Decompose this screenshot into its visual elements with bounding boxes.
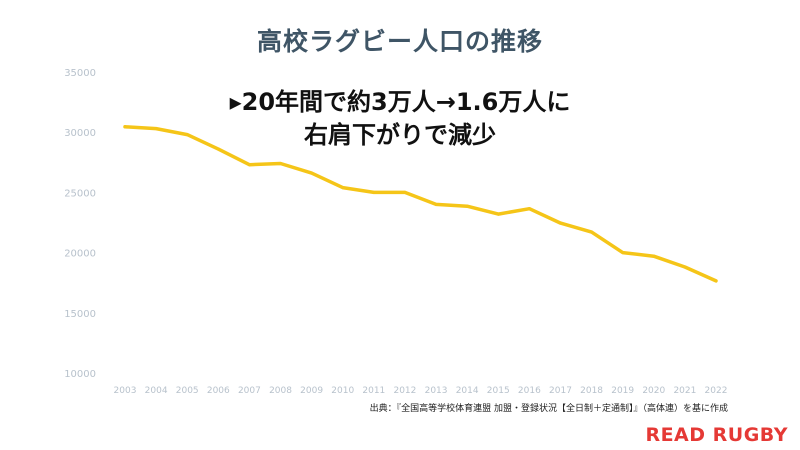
x-tick-label: 2014 xyxy=(456,386,479,396)
y-tick-label: 20000 xyxy=(64,249,96,260)
x-tick-label: 2020 xyxy=(642,386,665,396)
data-point xyxy=(216,147,220,151)
data-point xyxy=(185,133,189,137)
data-point xyxy=(123,125,127,129)
data-point xyxy=(558,221,562,225)
series-line xyxy=(123,125,718,283)
x-tick-label: 2003 xyxy=(114,386,137,396)
data-point xyxy=(247,163,251,167)
x-tick-label: 2006 xyxy=(207,386,230,396)
data-point xyxy=(621,251,625,255)
data-point xyxy=(590,230,594,234)
x-tick-label: 2021 xyxy=(673,386,696,396)
data-point xyxy=(310,171,314,175)
x-tick-label: 2016 xyxy=(518,386,541,396)
data-point xyxy=(683,265,687,269)
data-point xyxy=(465,204,469,208)
x-tick-label: 2012 xyxy=(393,386,416,396)
x-tick-label: 2013 xyxy=(425,386,448,396)
y-tick-label: 30000 xyxy=(64,128,96,139)
y-tick-label: 25000 xyxy=(64,188,96,199)
data-point xyxy=(434,202,438,206)
x-tick-label: 2007 xyxy=(238,386,261,396)
annotation-line-2: 右肩下がりで減少 xyxy=(304,121,496,149)
data-point xyxy=(341,186,345,190)
y-tick-label: 15000 xyxy=(64,309,96,320)
y-tick-label: 10000 xyxy=(64,369,96,380)
y-tick-label: 35000 xyxy=(64,68,96,79)
data-point xyxy=(372,190,376,194)
x-tick-label: 2017 xyxy=(549,386,572,396)
x-tick-label: 2018 xyxy=(580,386,603,396)
data-point xyxy=(154,127,158,131)
annotation-line-1: ▸20年間で約3万人→1.6万人に xyxy=(229,88,571,116)
x-tick-label: 2005 xyxy=(176,386,199,396)
source-note: 出典：『全国高等学校体育連盟 加盟・登録状況【全日制＋定通制】』（高体連）を基に… xyxy=(369,404,728,414)
data-point xyxy=(279,162,283,166)
data-point xyxy=(496,212,500,216)
data-point xyxy=(714,279,718,283)
data-point xyxy=(527,207,531,211)
data-point xyxy=(403,190,407,194)
data-point xyxy=(652,254,656,258)
x-tick-label: 2019 xyxy=(611,386,634,396)
x-tick-label: 2010 xyxy=(331,386,354,396)
brand-logo: READ RUGBY xyxy=(645,424,788,446)
x-tick-label: 2011 xyxy=(362,386,385,396)
chart-annotation: ▸20年間で約3万人→1.6万人に 右肩下がりで減少 xyxy=(150,86,650,152)
x-tick-label: 2008 xyxy=(269,386,292,396)
x-tick-label: 2022 xyxy=(705,386,728,396)
chart-title: 高校ラグビー人口の推移 xyxy=(256,27,543,56)
x-tick-label: 2015 xyxy=(487,386,510,396)
x-tick-label: 2009 xyxy=(300,386,323,396)
x-tick-label: 2004 xyxy=(145,386,168,396)
